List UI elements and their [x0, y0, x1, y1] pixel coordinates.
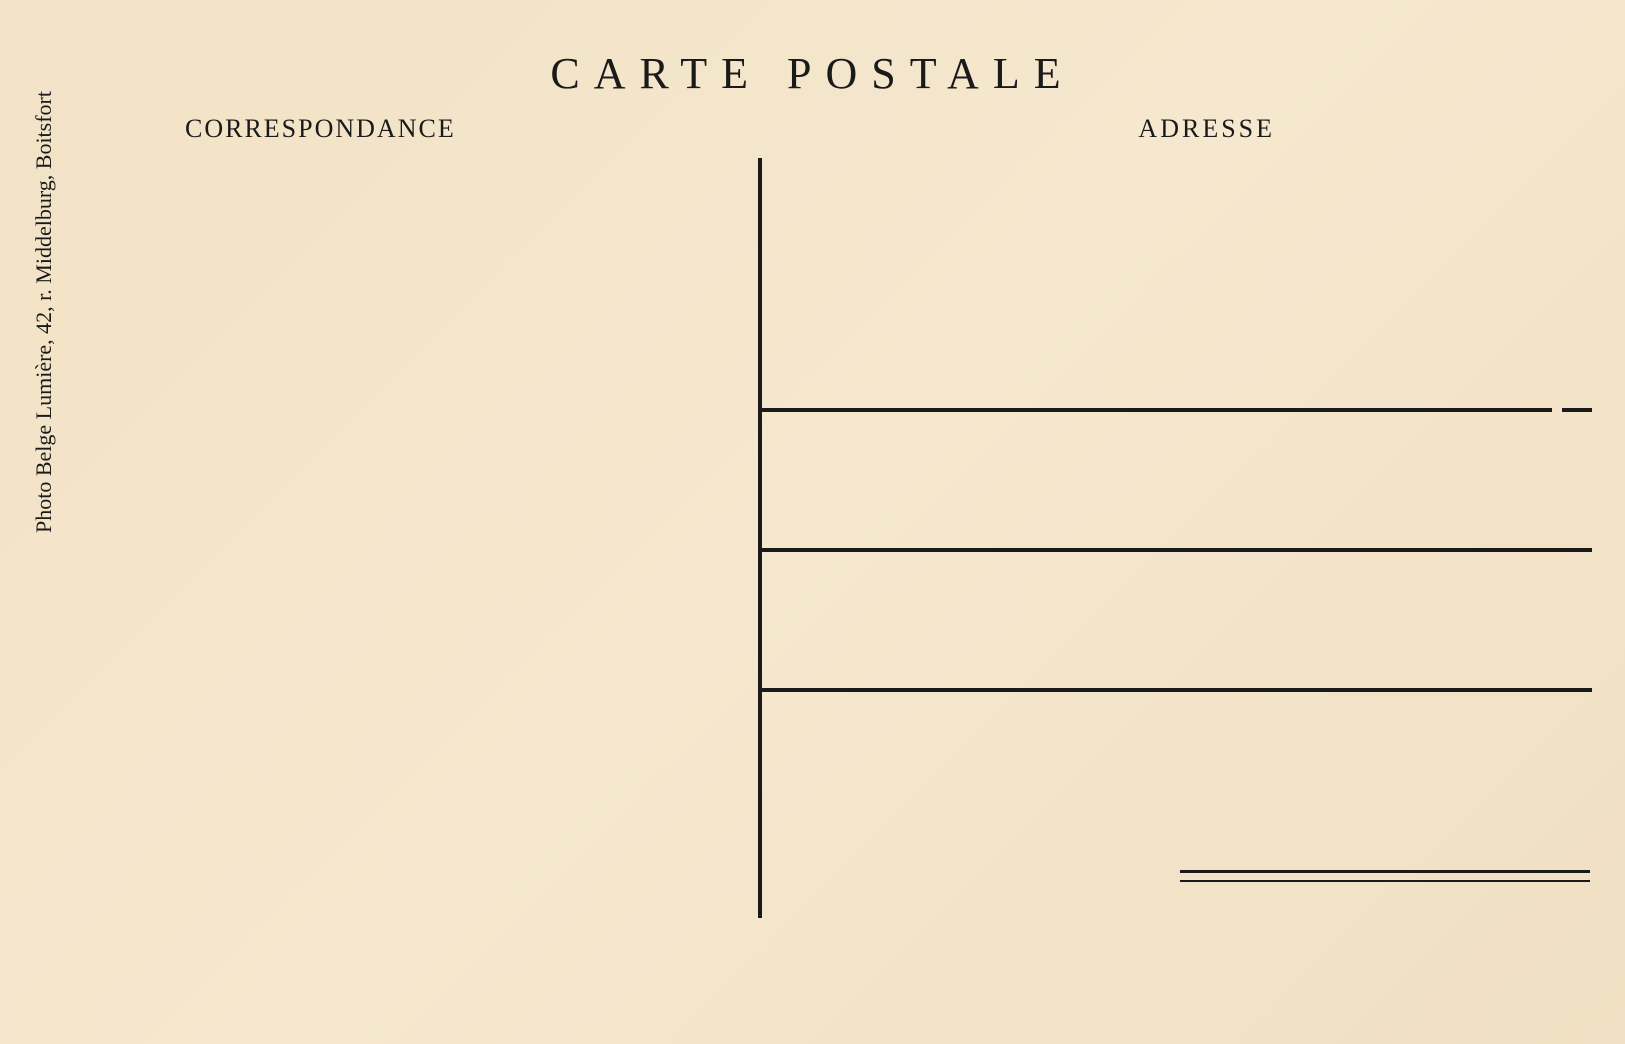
publisher-credit: Photo Belge Lumière, 42, r. Middelburg, … — [31, 91, 57, 533]
address-line-1 — [762, 408, 1552, 412]
address-line-3 — [762, 688, 1592, 692]
address-line-2 — [762, 548, 1592, 552]
address-underline-top — [1180, 870, 1590, 873]
adresse-label: ADRESSE — [1138, 114, 1275, 144]
vertical-divider — [758, 158, 762, 918]
address-underline-bottom — [1180, 880, 1590, 882]
postcard-title: CARTE POSTALE — [550, 48, 1074, 99]
postcard-back: CARTE POSTALE CORRESPONDANCE ADRESSE Pho… — [0, 0, 1625, 1044]
correspondance-label: CORRESPONDANCE — [185, 114, 456, 144]
